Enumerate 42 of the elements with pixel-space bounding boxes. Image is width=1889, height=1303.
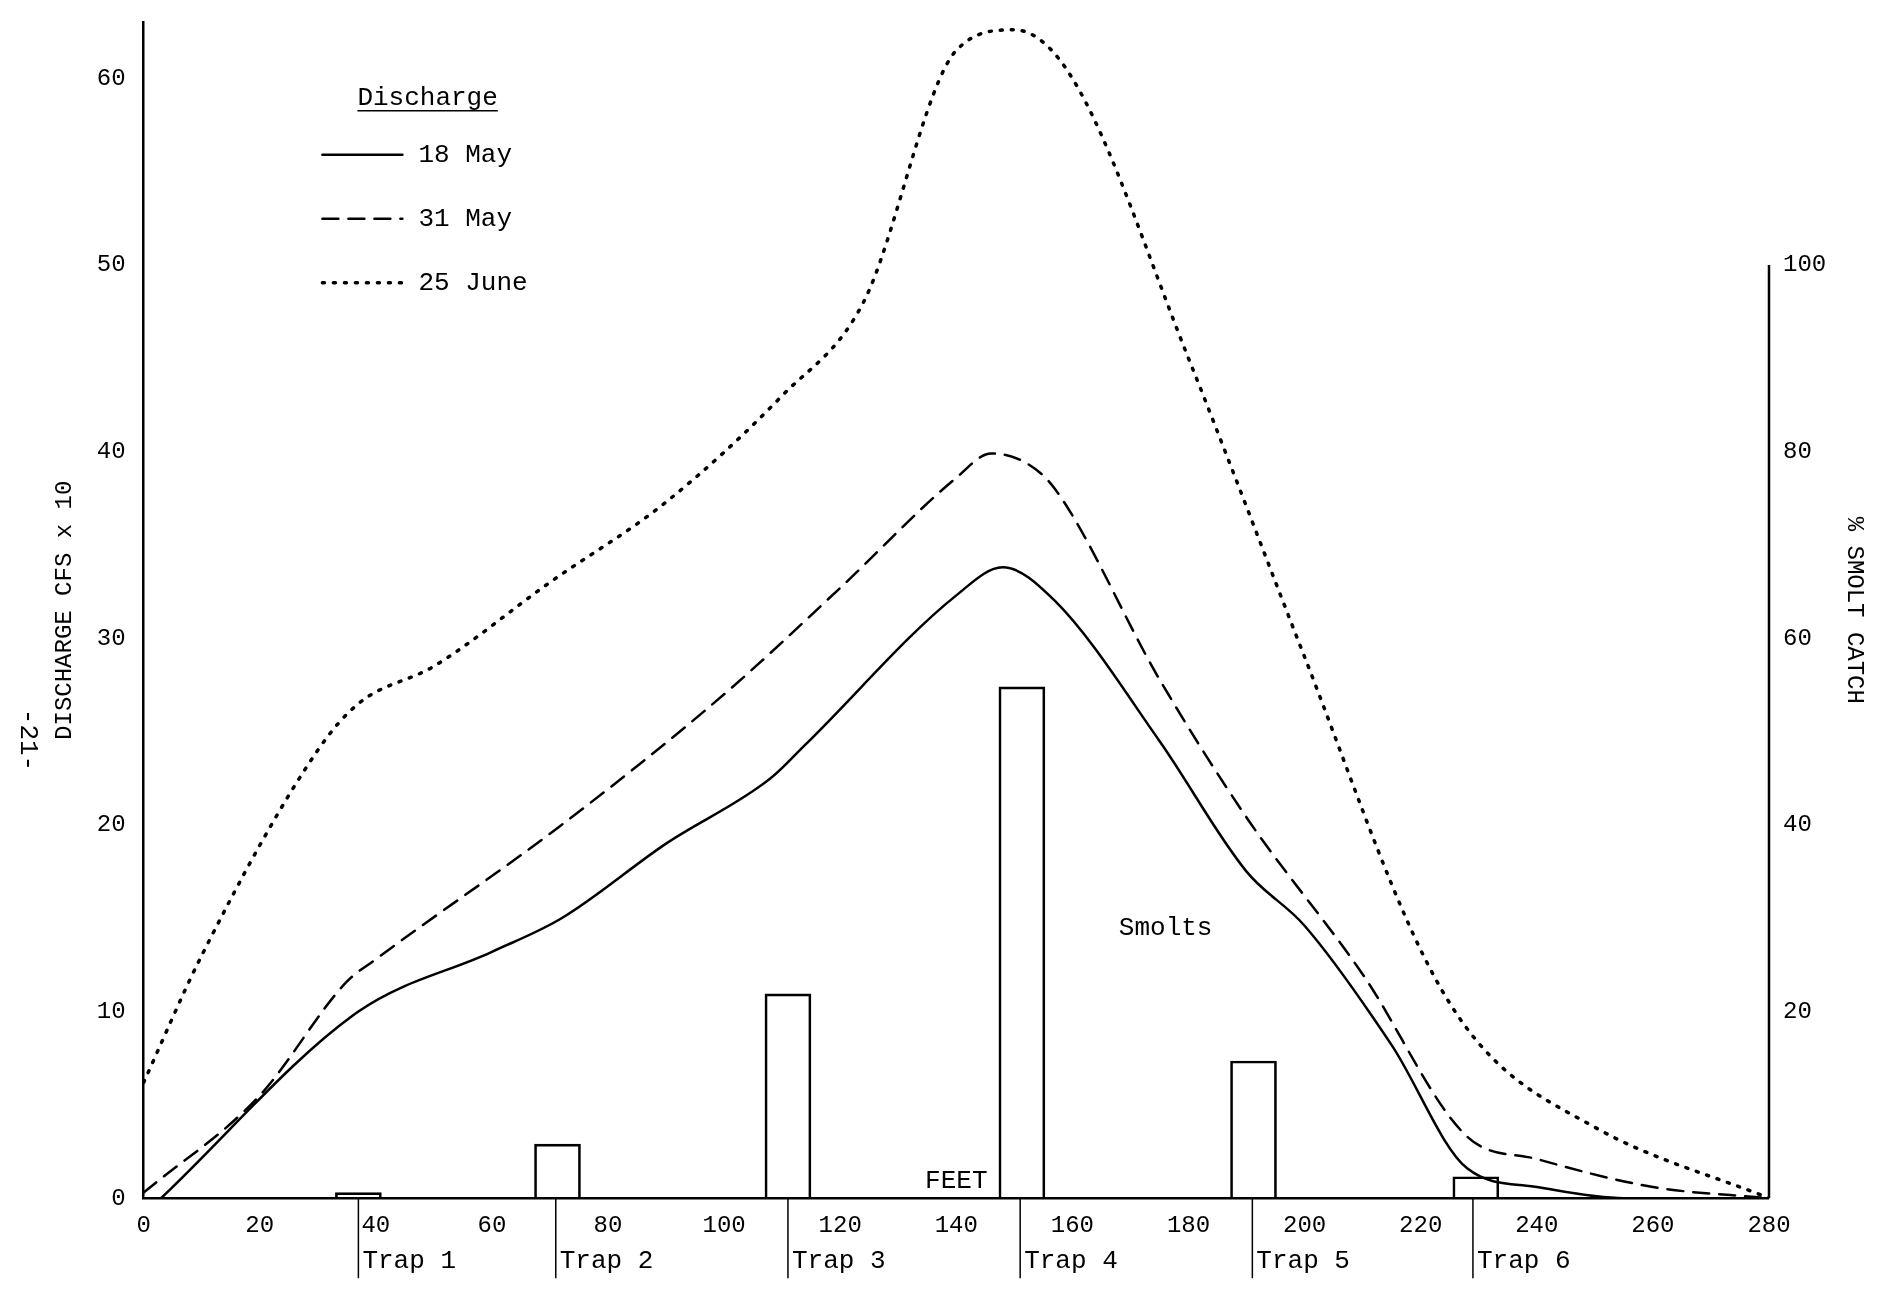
annotation: Trap 2 — [559, 1246, 654, 1277]
y2-tick-label: 80 — [1782, 438, 1812, 466]
x-tick-label: 140 — [934, 1211, 978, 1239]
y-tick-label: 30 — [96, 624, 126, 652]
x-tick-label: 120 — [818, 1211, 862, 1239]
legend-label: 31 May — [418, 203, 513, 234]
annotation: Trap 4 — [1024, 1246, 1118, 1277]
annotation: Trap 6 — [1476, 1246, 1571, 1277]
x-tick-label: 80 — [593, 1211, 623, 1239]
y-tick-label: 20 — [96, 811, 126, 839]
x-tick-label: 60 — [477, 1211, 507, 1239]
x-tick-label: 20 — [245, 1211, 275, 1239]
x-tick-label: 180 — [1166, 1211, 1211, 1239]
legend-title: Discharge — [357, 82, 498, 113]
y2-tick-label: 40 — [1782, 811, 1812, 839]
x-tick-label: 240 — [1515, 1211, 1559, 1239]
x-tick-label: 200 — [1282, 1211, 1327, 1239]
x-tick-label: 220 — [1399, 1211, 1443, 1239]
y2-tick-label: 20 — [1782, 997, 1812, 1025]
x-axis-title: FEET — [925, 1166, 988, 1197]
y2-tick-label: 100 — [1782, 251, 1827, 279]
annotation: Trap 1 — [362, 1246, 457, 1277]
annotation: Smolts — [1118, 912, 1213, 943]
y-tick-label: 0 — [111, 1184, 126, 1212]
legend-label: 18 May — [418, 139, 513, 170]
x-tick-label: 160 — [1050, 1211, 1095, 1239]
x-tick-label: 40 — [361, 1211, 391, 1239]
y-tick-label: 50 — [96, 251, 126, 279]
y2-tick-label: 60 — [1782, 624, 1812, 652]
x-tick-label: 100 — [702, 1211, 746, 1239]
x-tick-label: 280 — [1747, 1211, 1791, 1239]
y-tick-label: 60 — [96, 64, 126, 92]
y-axis-title: DISCHARGE CFS x 10 — [50, 480, 78, 740]
y-tick-label: 10 — [96, 997, 126, 1025]
x-tick-label: 260 — [1631, 1211, 1675, 1239]
text: -21- — [13, 708, 44, 772]
y-tick-label: 40 — [96, 438, 126, 466]
legend-label: 25 June — [418, 267, 528, 298]
annotation: Trap 3 — [791, 1246, 886, 1277]
annotation: Trap 5 — [1256, 1246, 1350, 1277]
x-tick-label: 0 — [136, 1211, 151, 1239]
y2-axis-title: % SMOLT CATCH — [1841, 516, 1869, 704]
